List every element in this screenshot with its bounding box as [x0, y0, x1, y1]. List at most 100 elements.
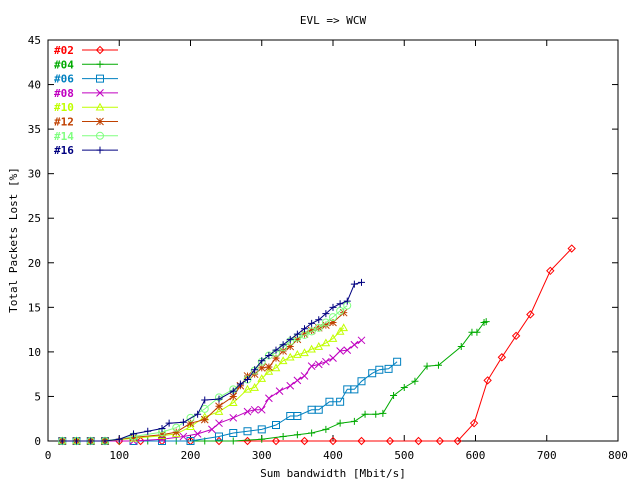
data-point — [194, 410, 202, 418]
legend-label: #02 — [54, 44, 74, 57]
x-tick-label: 700 — [537, 449, 557, 462]
data-point — [96, 74, 104, 83]
data-point — [286, 342, 295, 351]
data-point — [328, 436, 338, 446]
data-point — [293, 335, 302, 344]
data-point — [130, 430, 137, 438]
data-point — [336, 306, 345, 315]
data-point — [257, 405, 266, 414]
data-point — [315, 316, 323, 324]
data-point — [423, 362, 431, 370]
data-point — [343, 346, 352, 354]
legend-label: #14 — [54, 130, 74, 143]
data-point — [293, 330, 301, 338]
data-point — [258, 357, 266, 365]
data-point — [414, 436, 423, 446]
data-point — [336, 347, 344, 355]
data-point — [300, 372, 309, 380]
data-point — [350, 385, 359, 394]
data-point — [322, 310, 330, 318]
data-point — [286, 381, 295, 390]
data-point — [158, 425, 166, 433]
data-point — [257, 357, 266, 366]
series-line — [62, 305, 348, 442]
data-point — [275, 387, 284, 395]
series-06 — [58, 357, 402, 445]
y-tick-label: 15 — [28, 301, 41, 314]
series-02 — [58, 244, 576, 446]
chart-title: EVL => WCW — [300, 14, 367, 27]
data-point — [200, 415, 209, 424]
data-point — [193, 430, 202, 438]
data-point — [95, 45, 105, 55]
legend-label: #12 — [54, 116, 74, 129]
data-point — [214, 407, 224, 415]
data-point — [165, 419, 173, 427]
y-axis-label: Total Packets Lost [%] — [7, 167, 20, 313]
data-point — [358, 278, 365, 286]
x-tick-label: 500 — [394, 449, 414, 462]
data-point — [546, 266, 555, 276]
y-tick-label: 0 — [34, 435, 41, 448]
data-point — [265, 394, 273, 403]
data-point — [336, 419, 344, 427]
data-point — [307, 327, 316, 336]
data-point — [307, 344, 316, 353]
legend-label: #10 — [54, 101, 74, 114]
data-point — [453, 436, 462, 446]
data-point — [343, 301, 352, 310]
data-point — [244, 376, 251, 384]
y-tick-label: 40 — [28, 79, 41, 92]
data-point — [257, 364, 266, 372]
data-point — [229, 413, 238, 422]
data-point — [158, 430, 166, 439]
series-line — [62, 327, 345, 442]
data-point — [96, 117, 104, 126]
data-point — [95, 102, 105, 111]
data-point — [96, 60, 104, 68]
data-point — [336, 397, 345, 406]
data-point — [144, 427, 152, 435]
data-point — [322, 425, 330, 433]
series-line — [62, 339, 362, 442]
data-point — [96, 89, 104, 97]
series-10 — [57, 323, 349, 445]
data-point — [339, 323, 349, 332]
data-point — [350, 340, 359, 349]
data-point — [286, 335, 294, 343]
data-point — [172, 423, 181, 432]
data-point — [215, 419, 223, 428]
data-point — [186, 413, 195, 422]
data-point — [272, 346, 280, 354]
data-point — [228, 398, 238, 406]
x-tick-label: 200 — [181, 449, 201, 462]
data-point — [293, 412, 302, 421]
legend: #02#04 #06#08#10 #12#14#16 — [54, 44, 118, 157]
data-point — [96, 131, 105, 140]
data-point — [279, 341, 287, 349]
data-point — [357, 336, 366, 345]
x-tick-label: 300 — [252, 449, 272, 462]
legend-label: #04 — [54, 58, 74, 71]
data-point — [482, 318, 490, 326]
y-tick-label: 25 — [28, 212, 41, 225]
data-point — [368, 369, 377, 378]
data-point — [321, 318, 330, 327]
data-point — [136, 436, 145, 446]
data-point — [186, 437, 195, 445]
data-point — [293, 431, 301, 439]
data-point — [336, 300, 344, 308]
series-08 — [58, 336, 366, 445]
data-point — [73, 437, 80, 445]
series-line — [62, 248, 573, 442]
data-point — [257, 425, 266, 434]
data-point — [390, 392, 398, 400]
data-point — [308, 319, 316, 327]
data-point — [375, 365, 384, 374]
x-tick-label: 0 — [45, 449, 52, 462]
data-point — [278, 356, 288, 365]
y-tick-label: 35 — [28, 123, 41, 136]
data-point — [300, 348, 309, 357]
data-point — [567, 244, 576, 253]
